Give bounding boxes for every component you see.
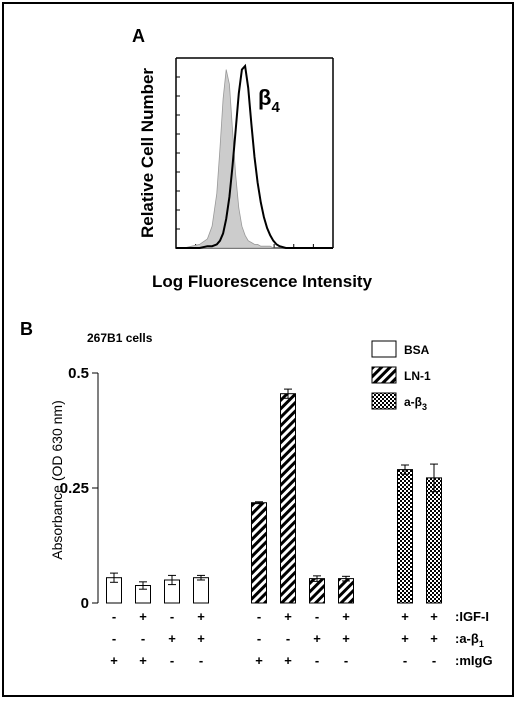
histogram-curves	[176, 63, 333, 249]
condition-row-label: :mIgG	[455, 653, 493, 668]
panel-b: B 267B1 cells Absorbance (OD 630 nm) 0 0.…	[20, 319, 493, 668]
condition-sign: -	[257, 609, 261, 624]
peak-label: β4	[258, 85, 280, 116]
condition-sign: +	[197, 609, 205, 624]
peak-label-main: β	[258, 85, 271, 110]
condition-sign: -	[315, 609, 319, 624]
legend-label: a-β3	[404, 395, 427, 412]
condition-sign: +	[430, 609, 438, 624]
condition-sign: +	[110, 653, 118, 668]
peak-label-sub: 4	[271, 99, 280, 116]
condition-sign: +	[168, 631, 176, 646]
condition-sign: -	[199, 653, 203, 668]
bar-ylabel: Absorbance (OD 630 nm)	[49, 400, 65, 560]
condition-sign: +	[342, 609, 350, 624]
condition-row-label: :a-β1	[455, 631, 484, 649]
condition-sign: -	[403, 653, 407, 668]
condition-sign: +	[401, 609, 409, 624]
condition-sign: +	[284, 609, 292, 624]
bar-ln1	[309, 578, 325, 604]
bar-y-tick-label: 0.25	[60, 480, 89, 497]
bar-y-tick-label: 0	[81, 595, 89, 612]
figure-frame	[2, 2, 514, 697]
panel-a-label: A	[132, 26, 145, 46]
condition-sign: +	[401, 631, 409, 646]
condition-sign: +	[284, 653, 292, 668]
bar-bsa	[193, 577, 209, 604]
cell-line-label: 267B1 cells	[87, 331, 153, 345]
legend-label: LN-1	[404, 369, 431, 383]
condition-sign: -	[344, 653, 348, 668]
condition-sign: -	[141, 631, 145, 646]
bar-a3	[426, 477, 442, 604]
bar-a3	[397, 469, 413, 604]
condition-sign: -	[170, 609, 174, 624]
condition-sign: -	[112, 609, 116, 624]
condition-row-label: :IGF-I	[455, 609, 489, 624]
condition-sign: -	[170, 653, 174, 668]
condition-sign: -	[257, 631, 261, 646]
bar-ln1	[338, 578, 354, 604]
legend-label: BSA	[404, 343, 430, 357]
bar-y-tick-label: 0.5	[68, 365, 89, 382]
legend-swatch	[371, 392, 397, 410]
legend-swatch	[371, 340, 397, 358]
condition-sign: -	[286, 631, 290, 646]
histogram-ylabel: Relative Cell Number	[138, 68, 157, 238]
bar-ln1	[280, 393, 296, 604]
beta4-histogram-curve	[176, 63, 333, 249]
condition-sign: +	[313, 631, 321, 646]
condition-sign: +	[139, 653, 147, 668]
bar-ln1	[251, 502, 267, 604]
condition-table: - + - + - + - + + + :IGF-I - - + + - - + + + + :a-β1 + + - - + + - - -…	[110, 609, 492, 668]
condition-sign: +	[197, 631, 205, 646]
condition-sign: +	[139, 609, 147, 624]
condition-sign: -	[432, 653, 436, 668]
condition-sign: +	[342, 631, 350, 646]
panel-a: A β4 Relative Cell Number Log Fluorescen…	[132, 26, 373, 291]
legend: BSA LN-1 a-β3	[371, 340, 431, 412]
legend-swatch	[371, 366, 397, 384]
histogram-xlabel: Log Fluorescence Intensity	[152, 272, 373, 291]
condition-sign: +	[255, 653, 263, 668]
bar-y-ticks: 0 0.25 0.5	[60, 365, 98, 612]
condition-sign: -	[112, 631, 116, 646]
bar-series	[106, 388, 442, 604]
panel-b-label: B	[20, 319, 33, 339]
condition-sign: -	[315, 653, 319, 668]
condition-sign: +	[430, 631, 438, 646]
